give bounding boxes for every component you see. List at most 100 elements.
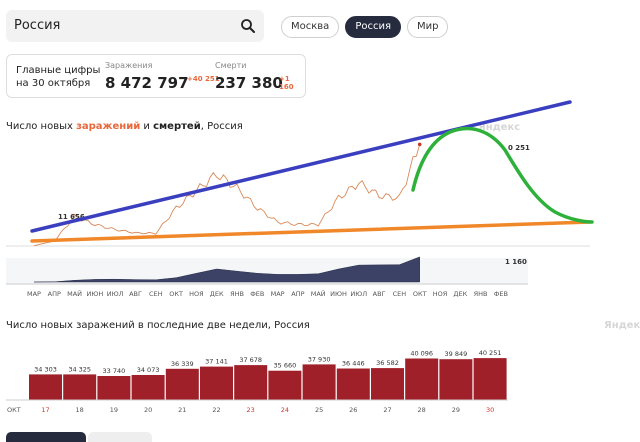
bar bbox=[302, 364, 336, 400]
bar-value-label: 40 251 bbox=[479, 349, 502, 357]
bar-value-label: 33 740 bbox=[103, 367, 126, 375]
month-tick-label: ФЕВ bbox=[494, 290, 508, 298]
summary-heading: Главные цифры на 30 октября bbox=[16, 65, 101, 89]
chart2-bars: 34 303 17 34 325 18 33 740 19 34 073 20 36 339 21… bbox=[6, 349, 508, 414]
deaths-area bbox=[33, 256, 420, 283]
day-tick-label: 24 bbox=[281, 406, 289, 414]
chart1-watermark: Яндекс bbox=[478, 122, 521, 133]
bar bbox=[268, 370, 302, 400]
bar bbox=[371, 368, 404, 400]
cases-last-label: 0 251 bbox=[508, 144, 530, 152]
bar-value-label: 39 849 bbox=[445, 350, 468, 358]
bar-value-label: 40 096 bbox=[410, 350, 433, 358]
day-tick-label: 20 bbox=[144, 406, 152, 414]
month-tick-label: АПР bbox=[291, 290, 304, 298]
month-tick-label: ФЕВ bbox=[250, 290, 264, 298]
month-tick-label: АВГ bbox=[129, 290, 142, 298]
summary-card: Главные цифры на 30 октября Заражения 8 … bbox=[6, 54, 306, 98]
deaths-delta: +1 160 bbox=[279, 75, 294, 91]
day-tick-label: 29 bbox=[452, 406, 460, 414]
bar-value-label: 34 073 bbox=[137, 366, 160, 374]
day-tick-label: 23 bbox=[247, 406, 255, 414]
month-tick-label: ОКТ bbox=[169, 290, 183, 298]
search-box[interactable]: Россия bbox=[6, 10, 264, 42]
bar-value-label: 35 660 bbox=[274, 362, 297, 370]
month-tick-label: ИЮЛ bbox=[350, 290, 367, 298]
month-tick-label: АПР bbox=[48, 290, 61, 298]
infections-label: Заражения bbox=[105, 61, 153, 70]
hand-drawn-annotations bbox=[30, 100, 594, 243]
day-tick-label: 28 bbox=[418, 406, 426, 414]
search-icon[interactable] bbox=[240, 18, 256, 34]
month-tick-label: ОКТ bbox=[413, 290, 427, 298]
bar-value-label: 37 678 bbox=[239, 356, 262, 364]
bar-value-label: 36 339 bbox=[171, 360, 194, 368]
bar-value-label: 36 582 bbox=[376, 359, 399, 367]
bottom-tab-active[interactable] bbox=[6, 432, 86, 442]
region-tabs: Москва Россия Мир bbox=[281, 16, 449, 38]
month-tick-label: ИЮЛ bbox=[107, 290, 124, 298]
chart2-title: Число новых заражений в последние две не… bbox=[6, 320, 310, 331]
month-tick-label: МАЙ bbox=[67, 289, 82, 298]
bar-value-label: 36 446 bbox=[342, 360, 365, 368]
bar-value-label: 37 930 bbox=[308, 355, 331, 363]
day-tick-label: 17 bbox=[41, 406, 49, 414]
chart2-watermark: Яндекс bbox=[604, 320, 640, 331]
month-tick-label: СЕН bbox=[393, 290, 407, 298]
day-tick-label: 30 bbox=[486, 406, 494, 414]
bar bbox=[165, 368, 199, 400]
month-tick-label: ДЕК bbox=[453, 290, 467, 298]
month-tick-label: ЯНВ bbox=[474, 290, 488, 298]
day-tick-label: 27 bbox=[383, 406, 391, 414]
deaths-label: Смерти bbox=[215, 61, 247, 70]
day-tick-label: 26 bbox=[349, 406, 357, 414]
chart1-axis: МАР АПР МАЙ ИЮН ИЮЛ АВГ СЕН ОКТ НОЯ ДЕК ЯНВ ФЕВ МАР А… bbox=[6, 245, 590, 298]
bar bbox=[131, 375, 165, 400]
bar bbox=[234, 365, 268, 400]
day-tick-label: 18 bbox=[76, 406, 84, 414]
chart2-month-label: ОКТ bbox=[7, 406, 21, 414]
month-tick-label: ИЮН bbox=[87, 290, 104, 298]
cases-line bbox=[33, 144, 421, 247]
cases-series: 11 656 0 251 bbox=[33, 142, 530, 247]
bar bbox=[63, 374, 97, 400]
month-tick-label: АВГ bbox=[373, 290, 386, 298]
blue-trend-line bbox=[30, 100, 572, 233]
month-tick-label: НОЯ bbox=[433, 290, 448, 298]
day-tick-label: 22 bbox=[212, 406, 220, 414]
bar bbox=[405, 358, 439, 400]
month-tick-label: МАР bbox=[27, 290, 41, 298]
infections-value: 8 472 797 bbox=[105, 74, 189, 92]
day-tick-label: 19 bbox=[110, 406, 118, 414]
tab-moscow[interactable]: Москва bbox=[281, 16, 340, 38]
chart1-title: Число новых заражений и смертей, Россия bbox=[6, 121, 243, 132]
tab-russia[interactable]: Россия bbox=[345, 16, 401, 38]
deaths-last-label: 1 160 bbox=[505, 258, 527, 266]
cases-last-point bbox=[417, 142, 422, 147]
bar-value-label: 37 141 bbox=[205, 358, 228, 366]
bar bbox=[200, 366, 233, 400]
infections-delta: +40 251 bbox=[187, 75, 220, 83]
green-curve bbox=[411, 126, 594, 224]
bar bbox=[97, 376, 131, 400]
bar bbox=[473, 358, 507, 400]
bar bbox=[439, 359, 473, 400]
search-input[interactable]: Россия bbox=[14, 18, 61, 33]
month-tick-label: МАР bbox=[271, 290, 285, 298]
orange-trend-line bbox=[30, 220, 592, 243]
month-tick-label: ИЮН bbox=[330, 290, 347, 298]
month-tick-label: СЕН bbox=[149, 290, 163, 298]
deaths-series: 1 160 bbox=[33, 256, 527, 283]
day-tick-label: 25 bbox=[315, 406, 323, 414]
bottom-tab[interactable] bbox=[88, 432, 152, 442]
bottom-tabs bbox=[6, 432, 152, 442]
day-tick-label: 21 bbox=[178, 406, 186, 414]
month-tick-label: ДЕК bbox=[210, 290, 224, 298]
tab-world[interactable]: Мир bbox=[406, 16, 449, 38]
month-tick-label: МАЙ bbox=[311, 289, 326, 298]
cases-peak-label: 11 656 bbox=[58, 213, 85, 221]
bar-value-label: 34 303 bbox=[34, 365, 57, 373]
bar bbox=[29, 374, 62, 400]
deaths-value: 237 380 bbox=[215, 74, 283, 92]
bar-value-label: 34 325 bbox=[68, 365, 91, 373]
